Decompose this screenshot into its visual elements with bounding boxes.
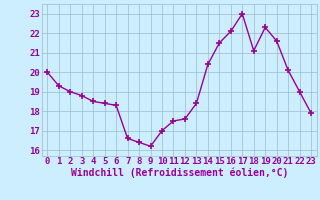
X-axis label: Windchill (Refroidissement éolien,°C): Windchill (Refroidissement éolien,°C) (70, 168, 288, 178)
